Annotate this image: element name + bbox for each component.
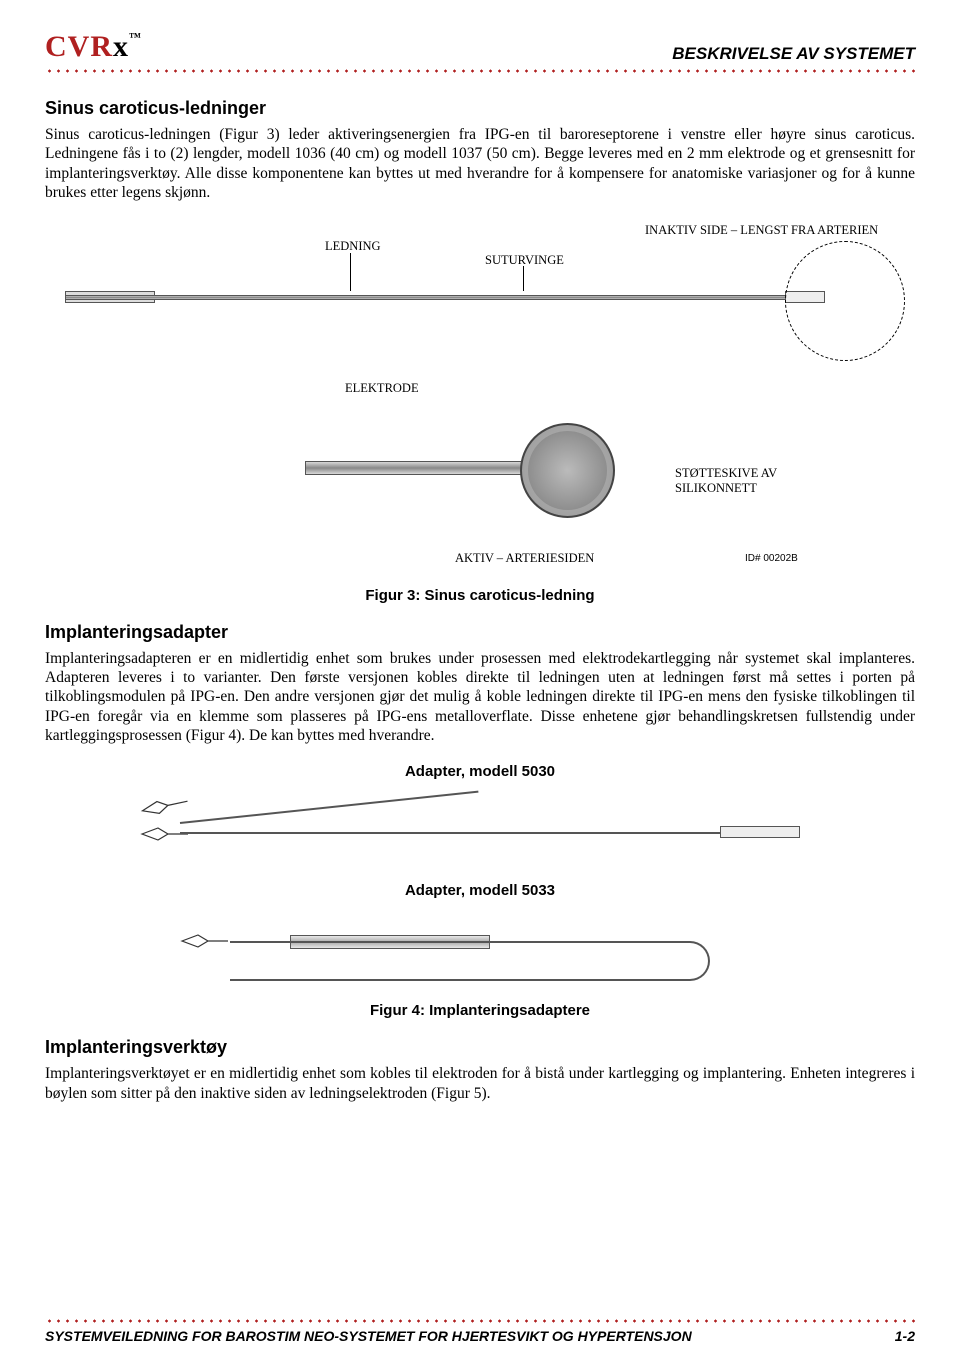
adapter5033-loop bbox=[230, 941, 710, 981]
section3-title: Implanteringsverktøy bbox=[45, 1037, 915, 1058]
fig3-caption: Figur 3: Sinus caroticus-ledning bbox=[45, 587, 915, 604]
fig4-caption1: Adapter, modell 5030 bbox=[45, 763, 915, 780]
section1-p1: Sinus caroticus-ledningen (Figur 3) lede… bbox=[45, 125, 915, 203]
fig3-dashed-circle bbox=[785, 241, 905, 361]
fig4-adapter5033 bbox=[140, 903, 820, 988]
footer-page: 1-2 bbox=[895, 1328, 915, 1344]
figure3: LEDNING SUTURVINGE INAKTIV SIDE – LENGST… bbox=[45, 211, 915, 581]
page-footer: SYSTEMVEILEDNING FOR BAROSTIM NEO-SYSTEM… bbox=[45, 1308, 915, 1344]
fig3-label-ledning: LEDNING bbox=[325, 239, 381, 254]
section2-title: Implanteringsadapter bbox=[45, 622, 915, 643]
clip-icon bbox=[140, 826, 190, 842]
adapter5030-connector bbox=[720, 826, 800, 838]
fig3-lead-body bbox=[65, 295, 805, 300]
header-section-title: BESKRIVELSE AV SYSTEMET bbox=[672, 44, 915, 64]
logo-text-black: x bbox=[113, 30, 129, 63]
clip-icon bbox=[139, 793, 191, 819]
fig3-label-aktiv: AKTIV – ARTERIESIDEN bbox=[455, 551, 594, 566]
adapter5030-wire2 bbox=[180, 791, 479, 824]
clip-icon bbox=[180, 933, 230, 949]
fig3-leader1 bbox=[350, 253, 351, 291]
fig4-adapter5030 bbox=[140, 784, 820, 864]
fig3-leader2 bbox=[523, 266, 524, 291]
section2-p1: Implanteringsadapteren er en midlertidig… bbox=[45, 649, 915, 746]
fig3-label-elektrode: ELEKTRODE bbox=[345, 381, 419, 396]
page-header: CVRx™ BESKRIVELSE AV SYSTEMET bbox=[45, 30, 915, 64]
footer-row: SYSTEMVEILEDNING FOR BAROSTIM NEO-SYSTEM… bbox=[45, 1328, 915, 1344]
logo: CVRx™ bbox=[45, 30, 142, 64]
fig3-electrode-shaft bbox=[305, 461, 535, 475]
adapter5030-wire1 bbox=[180, 832, 740, 834]
logo-tm: ™ bbox=[129, 30, 142, 44]
fig4-caption2: Adapter, modell 5033 bbox=[45, 882, 915, 899]
fig4-main-caption: Figur 4: Implanteringsadaptere bbox=[45, 1002, 915, 1019]
fig3-id-tag: ID# 00202B bbox=[745, 553, 798, 564]
fig3-electrode-drawing bbox=[305, 411, 725, 531]
fig3-electrode-disc bbox=[520, 423, 615, 518]
section3-p1: Implanteringsverktøyet er en midlertidig… bbox=[45, 1064, 915, 1103]
fig3-lead-drawing bbox=[65, 291, 845, 305]
fig3-label-suturvinge: SUTURVINGE bbox=[485, 253, 564, 268]
logo-text-red: CVR bbox=[45, 30, 113, 63]
fig3-label-stotte: STØTTESKIVE AV SILIKONNETT bbox=[675, 466, 815, 496]
footer-dotline bbox=[45, 1318, 915, 1324]
section1-title: Sinus caroticus-ledninger bbox=[45, 98, 915, 119]
header-dotline bbox=[45, 68, 915, 74]
footer-left: SYSTEMVEILEDNING FOR BAROSTIM NEO-SYSTEM… bbox=[45, 1328, 692, 1344]
fig3-label-inaktiv: INAKTIV SIDE – LENGST FRA ARTERIEN bbox=[645, 223, 878, 238]
